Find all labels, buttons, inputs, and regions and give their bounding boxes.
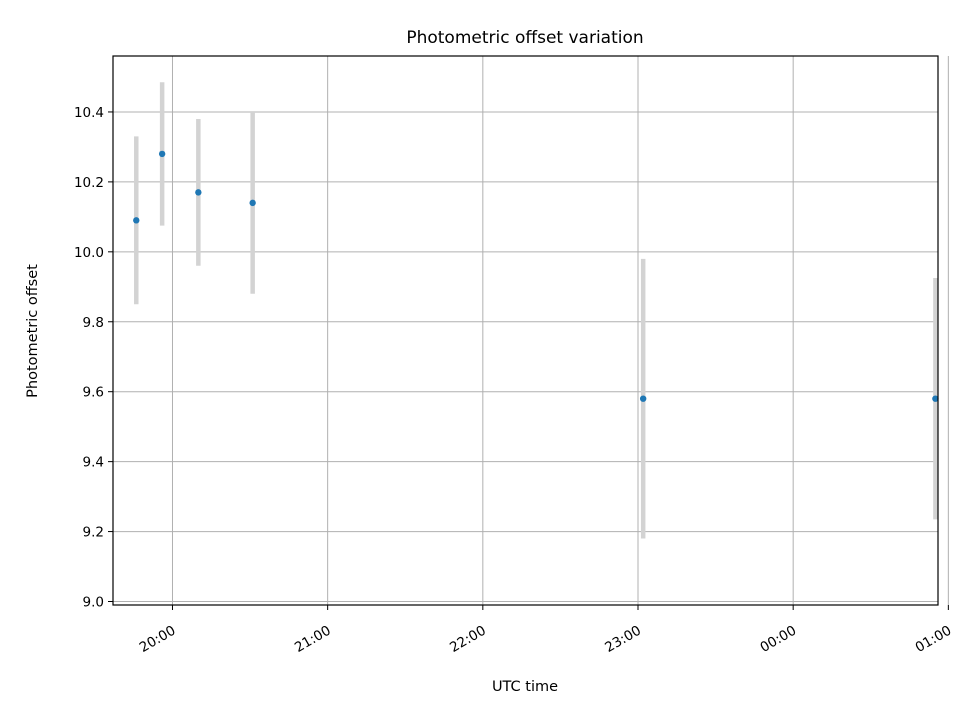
data-point xyxy=(133,217,140,224)
y-tick-label: 9.4 xyxy=(83,455,104,471)
data-point xyxy=(932,395,939,402)
data-point xyxy=(158,150,166,158)
y-tick-label: 10.2 xyxy=(74,175,104,191)
data-point xyxy=(195,189,202,196)
data-point xyxy=(639,395,647,402)
y-tick-label: 9.6 xyxy=(83,385,104,401)
x-axis-title: UTC time xyxy=(492,679,558,695)
data-points xyxy=(133,150,939,402)
y-tick-label: 9.0 xyxy=(83,595,104,611)
data-point xyxy=(249,199,256,207)
y-tick-label: 9.8 xyxy=(83,315,104,331)
y-tick-label: 10.0 xyxy=(74,245,104,261)
plot-frame xyxy=(112,55,939,606)
chart-title: Photometric offset variation xyxy=(406,28,643,48)
y-tick-label: 9.2 xyxy=(83,525,104,541)
y-axis-title: Photometric offset xyxy=(25,264,41,398)
y-tick-label: 10.4 xyxy=(74,105,104,121)
